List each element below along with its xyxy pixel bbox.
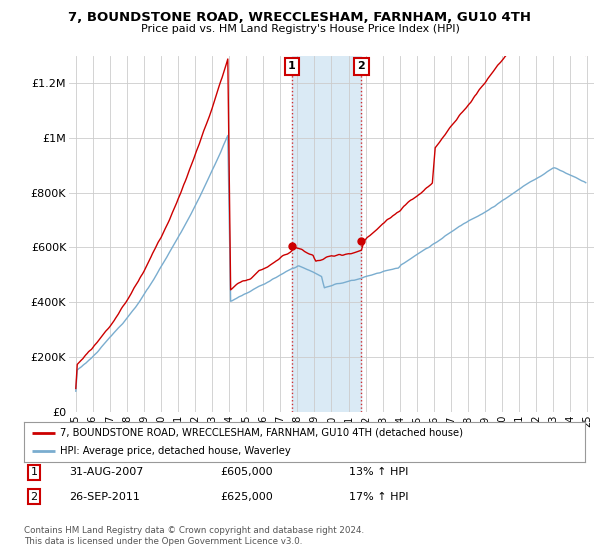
Text: 2: 2 bbox=[31, 492, 38, 502]
Bar bbox=[292, 56, 361, 412]
Text: 2: 2 bbox=[358, 62, 365, 71]
Text: 7, BOUNDSTONE ROAD, WRECCLESHAM, FARNHAM, GU10 4TH: 7, BOUNDSTONE ROAD, WRECCLESHAM, FARNHAM… bbox=[68, 11, 532, 24]
Text: 1: 1 bbox=[31, 468, 38, 477]
Text: 26-SEP-2011: 26-SEP-2011 bbox=[69, 492, 140, 502]
Text: 7, BOUNDSTONE ROAD, WRECCLESHAM, FARNHAM, GU10 4TH (detached house): 7, BOUNDSTONE ROAD, WRECCLESHAM, FARNHAM… bbox=[61, 428, 463, 437]
Text: £625,000: £625,000 bbox=[220, 492, 273, 502]
Text: 13% ↑ HPI: 13% ↑ HPI bbox=[349, 468, 409, 477]
Text: Price paid vs. HM Land Registry's House Price Index (HPI): Price paid vs. HM Land Registry's House … bbox=[140, 24, 460, 34]
Text: HPI: Average price, detached house, Waverley: HPI: Average price, detached house, Wave… bbox=[61, 446, 291, 456]
Text: £605,000: £605,000 bbox=[220, 468, 273, 477]
Text: 17% ↑ HPI: 17% ↑ HPI bbox=[349, 492, 409, 502]
Text: Contains HM Land Registry data © Crown copyright and database right 2024.
This d: Contains HM Land Registry data © Crown c… bbox=[24, 526, 364, 546]
Text: 31-AUG-2007: 31-AUG-2007 bbox=[69, 468, 143, 477]
Text: 1: 1 bbox=[288, 62, 296, 71]
